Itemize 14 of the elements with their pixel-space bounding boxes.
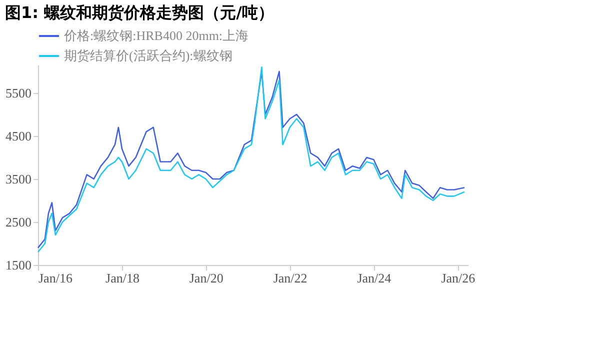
y-tick-label: 4500 xyxy=(6,128,32,144)
x-tick-label: Jan/24 xyxy=(357,270,392,286)
x-tick-label: Jan/26 xyxy=(441,270,476,286)
y-tick-label: 1500 xyxy=(6,258,32,272)
x-tick-label: Jan/20 xyxy=(189,270,224,286)
legend-label: 价格:螺纹钢:HRB400 20mm:上海 xyxy=(63,28,249,43)
y-tick-label: 3500 xyxy=(6,171,32,186)
y-tick-label: 2500 xyxy=(6,214,32,230)
x-tick-label: Jan/16 xyxy=(38,270,73,286)
chart-title: 图1: 螺纹和期货价格走势图（元/吨） xyxy=(5,3,274,22)
legend-label: 期货结算价(活跃合约):螺纹钢 xyxy=(64,48,232,63)
y-tick-label: 5500 xyxy=(6,85,32,100)
x-tick-label: Jan/22 xyxy=(273,270,308,286)
x-tick-label: Jan/18 xyxy=(106,270,140,286)
